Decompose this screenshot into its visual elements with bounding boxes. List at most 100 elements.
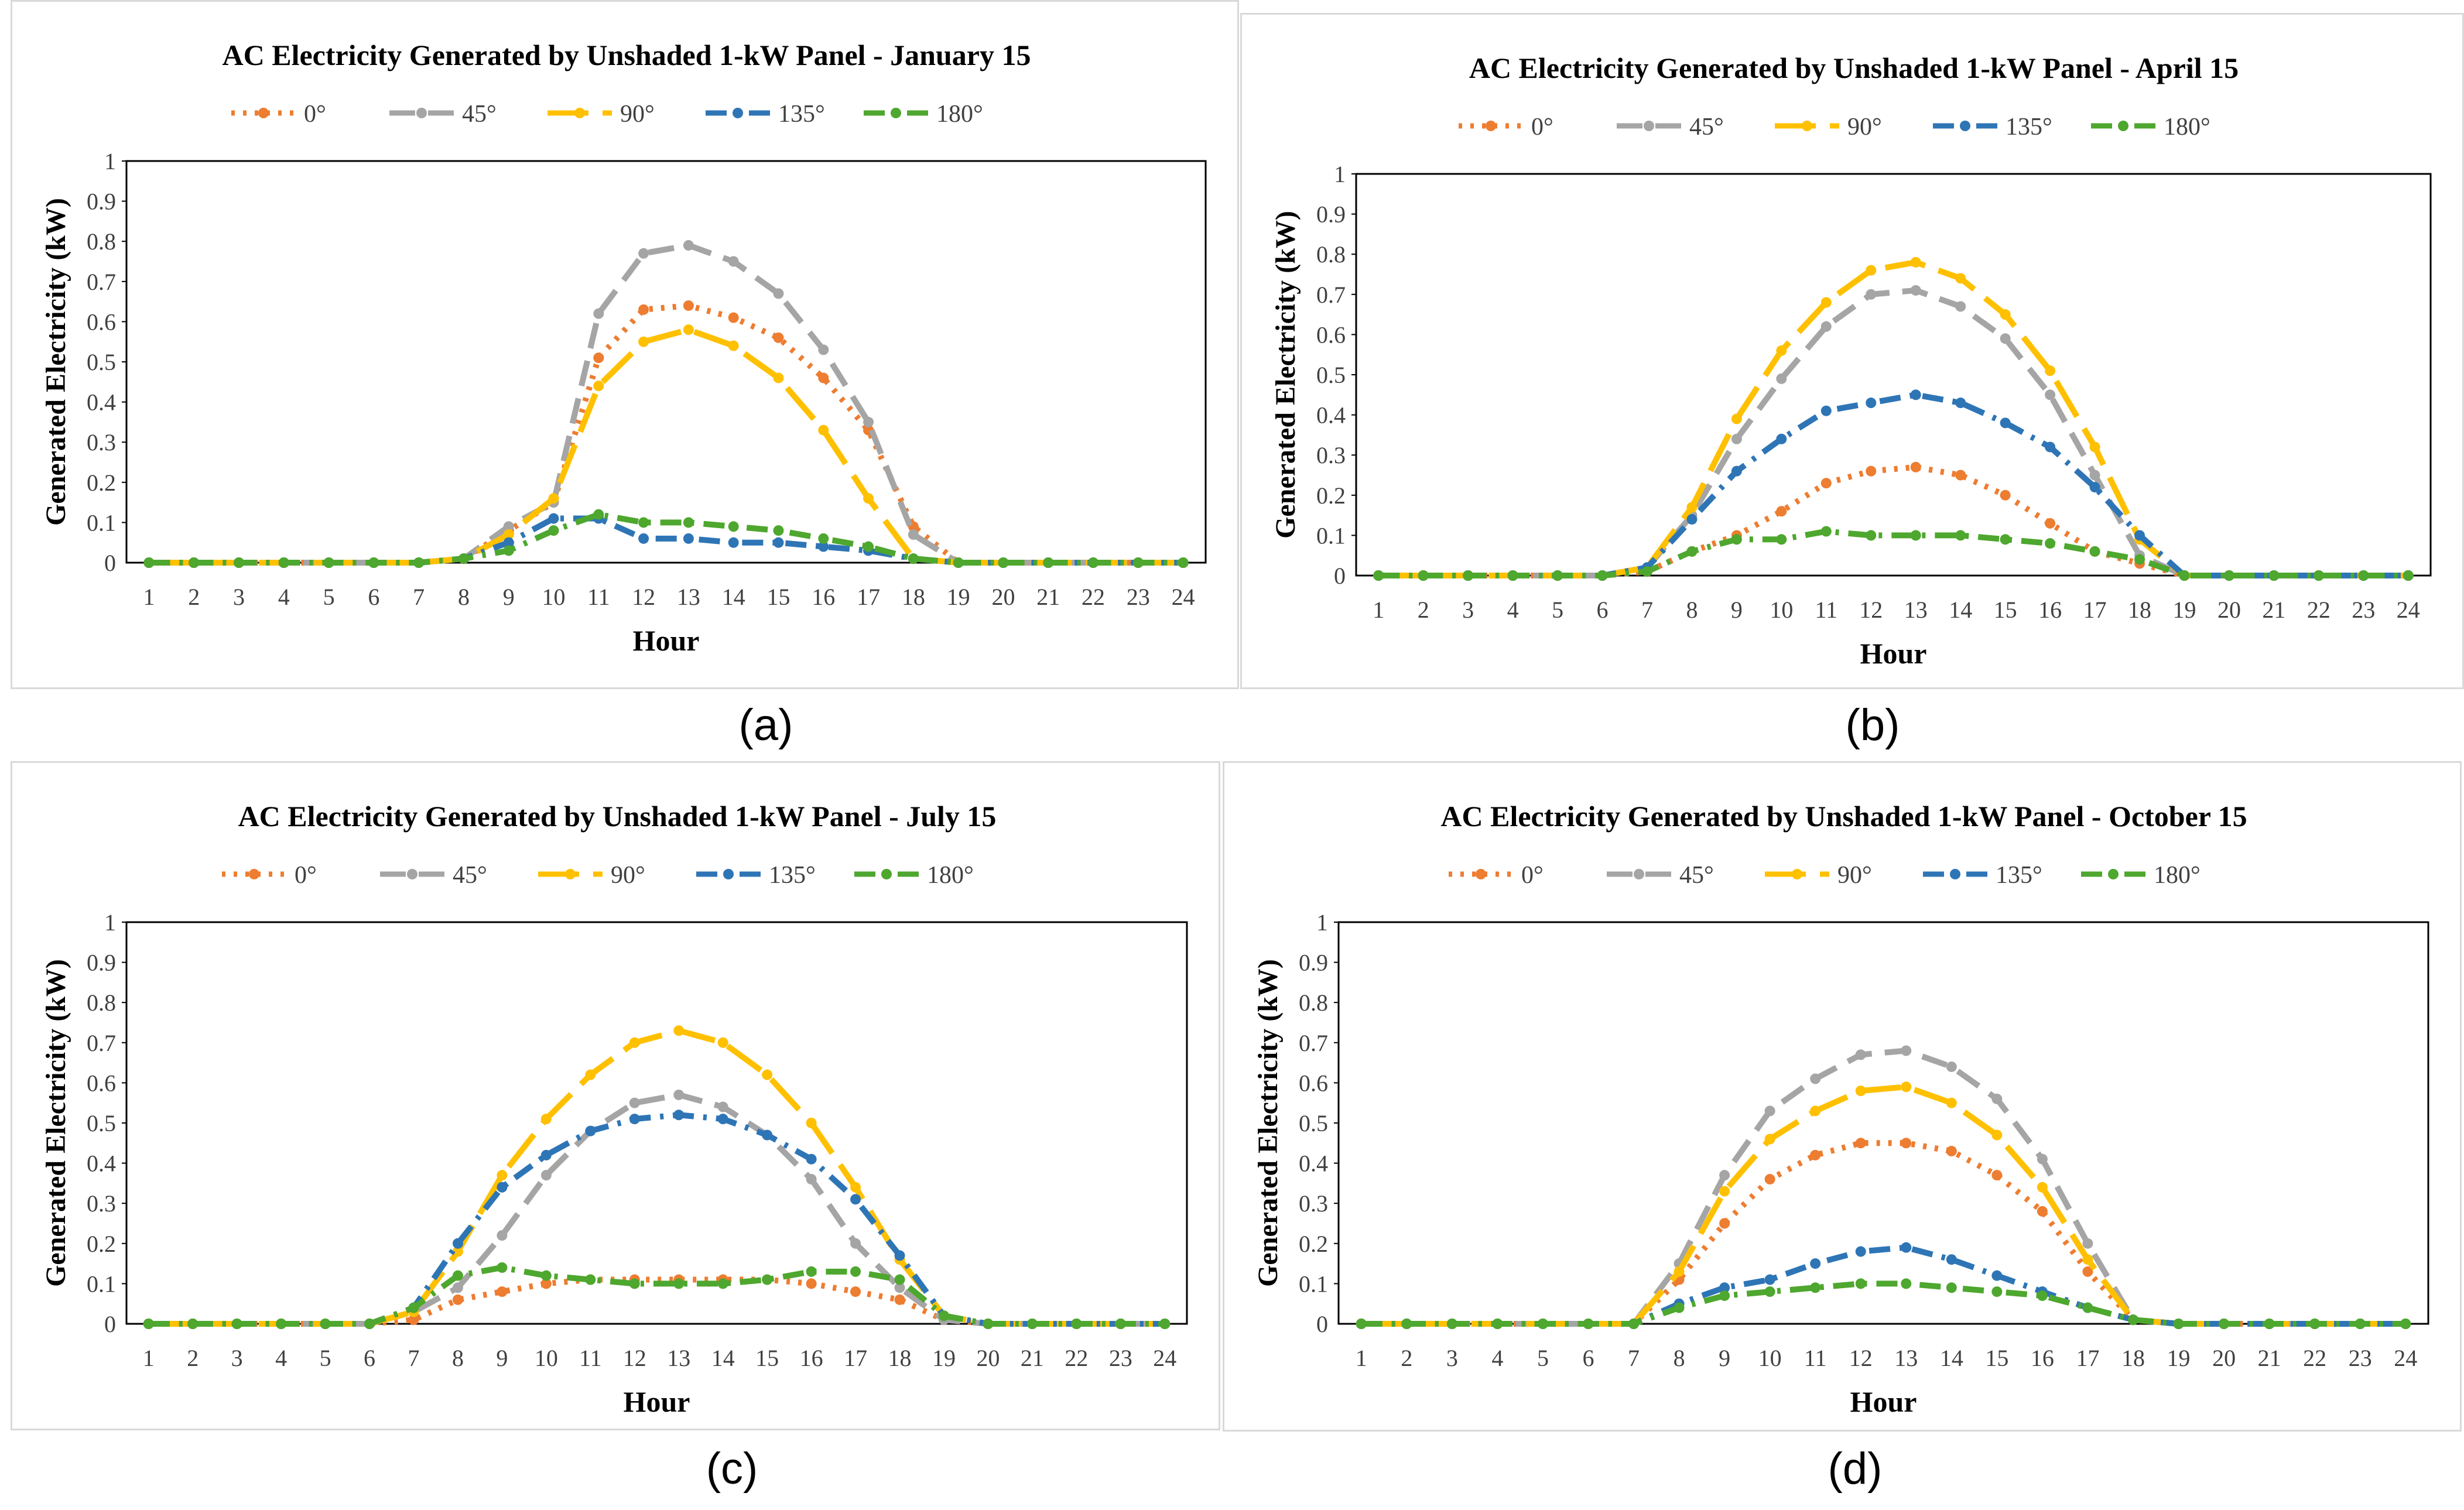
data-point xyxy=(1115,1319,1126,1329)
data-point xyxy=(818,533,829,544)
legend-marker xyxy=(1644,121,1654,131)
data-point xyxy=(1132,557,1144,568)
legend-label: 135° xyxy=(778,101,825,128)
data-point xyxy=(683,324,694,335)
caption-c: (c) xyxy=(706,1444,758,1494)
data-point xyxy=(1026,1319,1038,1329)
x-tick-label: 4 xyxy=(278,584,290,610)
data-point xyxy=(2219,1319,2230,1329)
series-line xyxy=(149,327,1183,566)
data-point xyxy=(548,525,559,536)
x-tick-label: 11 xyxy=(1815,597,1838,623)
y-tick-label: 0.8 xyxy=(1316,241,1346,268)
data-point xyxy=(629,1114,640,1125)
data-point xyxy=(2000,489,2011,501)
data-point xyxy=(1855,1138,1866,1149)
legend-marker xyxy=(723,869,734,879)
data-point xyxy=(2127,1314,2138,1326)
data-point xyxy=(593,509,604,520)
x-tick-label: 17 xyxy=(2083,597,2107,623)
x-tick-label: 20 xyxy=(2217,597,2241,623)
x-tick-label: 6 xyxy=(364,1345,375,1371)
chart-panel-b: AC Electricity Generated by Unshaded 1-k… xyxy=(1240,13,2464,689)
data-point xyxy=(1764,1274,1775,1285)
y-tick-label: 0.1 xyxy=(1299,1271,1328,1297)
data-point xyxy=(1401,1319,1412,1329)
data-point xyxy=(503,537,514,548)
data-point xyxy=(1946,1061,1957,1072)
legend-marker xyxy=(258,108,269,118)
data-point xyxy=(1446,1319,1457,1329)
legend-marker xyxy=(881,869,892,879)
series-line xyxy=(148,1091,1165,1327)
data-point xyxy=(1731,413,1742,424)
data-point xyxy=(2045,365,2056,376)
y-tick-label: 0.1 xyxy=(87,1271,116,1297)
y-tick-label: 0.9 xyxy=(87,189,116,215)
data-point xyxy=(2358,570,2369,581)
series-line xyxy=(1361,1140,2406,1327)
y-tick-label: 0.9 xyxy=(87,950,116,976)
legend-label: 135° xyxy=(769,862,816,889)
data-point xyxy=(638,248,649,259)
data-point xyxy=(773,537,784,548)
x-tick-label: 13 xyxy=(677,584,700,610)
x-tick-label: 17 xyxy=(844,1345,867,1371)
data-point xyxy=(1866,398,1877,409)
data-point xyxy=(1764,1174,1775,1185)
data-point xyxy=(278,557,289,568)
data-point xyxy=(2313,570,2324,581)
data-point xyxy=(1910,389,1921,400)
data-point xyxy=(1674,1302,1685,1313)
data-point xyxy=(2309,1319,2321,1329)
data-point xyxy=(1776,534,1787,545)
data-point xyxy=(863,416,874,427)
x-tick-label: 10 xyxy=(1770,597,1793,623)
data-point xyxy=(2134,530,2145,541)
data-point xyxy=(717,1114,728,1125)
legend-label: 45° xyxy=(1689,114,1724,141)
data-point xyxy=(408,1314,419,1326)
x-tick-label: 24 xyxy=(1172,584,1195,610)
data-point xyxy=(1910,256,1921,268)
data-point xyxy=(938,1310,949,1321)
x-tick-label: 18 xyxy=(888,1345,912,1371)
x-tick-label: 19 xyxy=(2167,1345,2191,1371)
data-point xyxy=(773,332,784,343)
data-point xyxy=(452,1270,463,1281)
data-point xyxy=(1537,1319,1548,1329)
data-point xyxy=(894,1282,905,1293)
data-point xyxy=(908,529,919,540)
x-tick-label: 24 xyxy=(1153,1345,1176,1371)
legend-marker xyxy=(891,108,901,118)
x-tick-label: 11 xyxy=(579,1345,602,1371)
chart-title: AC Electricity Generated by Unshaded 1-k… xyxy=(223,39,1031,71)
data-point xyxy=(323,557,334,568)
y-tick-label: 0.7 xyxy=(1316,282,1346,308)
data-point xyxy=(1855,1246,1866,1257)
data-point xyxy=(1991,1093,2003,1104)
data-point xyxy=(683,240,694,251)
x-tick-label: 22 xyxy=(2307,597,2330,623)
data-point xyxy=(1764,1286,1775,1297)
data-point xyxy=(1418,570,1429,581)
y-tick-label: 0.6 xyxy=(1316,321,1346,348)
data-point xyxy=(593,308,604,319)
data-point xyxy=(1507,570,1518,581)
legend-marker xyxy=(565,869,576,879)
legend-marker xyxy=(1634,869,1644,879)
x-tick-label: 6 xyxy=(1597,597,1609,623)
series-line xyxy=(148,1028,1165,1327)
data-point xyxy=(773,525,784,536)
legend-label: 135° xyxy=(2006,114,2052,141)
x-tick-label: 9 xyxy=(496,1345,508,1371)
y-tick-label: 0.8 xyxy=(1299,989,1328,1016)
caption-d: (d) xyxy=(1828,1444,1883,1494)
y-tick-label: 0.2 xyxy=(87,1231,116,1257)
legend-label: 180° xyxy=(2154,862,2201,889)
legend-marker xyxy=(1960,121,1970,131)
x-tick-label: 7 xyxy=(1628,1345,1640,1371)
x-tick-label: 20 xyxy=(976,1345,1000,1371)
y-tick-label: 1 xyxy=(104,148,116,174)
x-tick-label: 14 xyxy=(711,1345,735,1371)
